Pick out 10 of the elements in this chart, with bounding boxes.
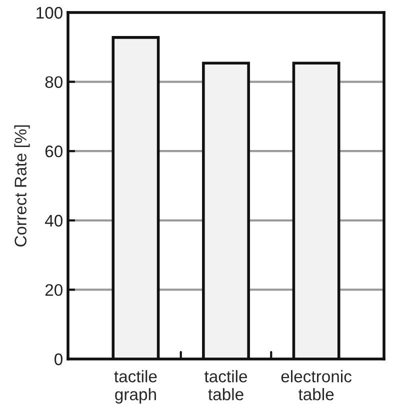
- x-tick-label: tactile table: [204, 370, 248, 400]
- y-tick-label: 20: [45, 284, 62, 296]
- y-tick-label: 60: [45, 146, 62, 158]
- x-tick-label: tactile graph: [114, 370, 157, 404]
- y-axis-title: Correct Rate [%]: [14, 125, 30, 246]
- x-tick-label: electronic table: [281, 370, 352, 400]
- y-tick-label: 100: [36, 6, 62, 19]
- y-tick-label: 0: [54, 353, 62, 366]
- y-tick-label: 40: [44, 214, 62, 227]
- y-tick-label: 80: [45, 76, 62, 88]
